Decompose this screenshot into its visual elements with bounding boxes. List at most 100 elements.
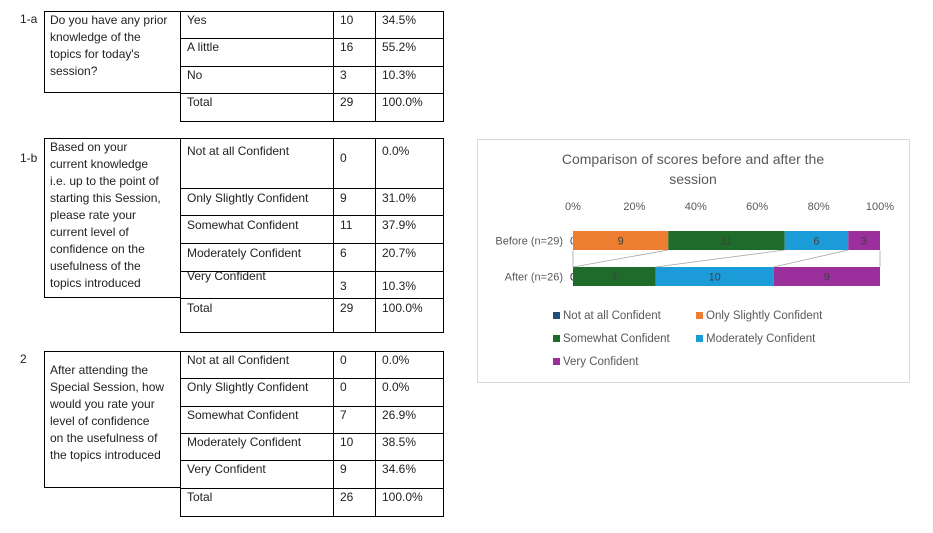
percent-cell: 37.9% [375,215,444,244]
data-label: 7 [611,272,617,284]
answer-cell-text: Only Slightly Confident [187,191,309,205]
count-cell-text: 16 [340,40,354,54]
comparison-chart: Comparison of scores before and after th… [477,139,910,383]
answer-cell: Not at all Confident [180,138,334,189]
count-cell-text: 0 [340,353,347,367]
answer-cell: Only Slightly Confident [180,188,334,216]
count-cell: 11 [333,215,376,244]
percent-cell: 34.5% [375,11,444,39]
percent-cell: 31.0% [375,188,444,216]
bar-segment [573,267,656,286]
legend-label: Somewhat Confident [563,333,671,345]
legend-swatch [553,312,560,319]
answer-cell-text: Moderately Confident [187,435,302,449]
data-label: 3 [861,236,867,248]
answer-cell-text: Somewhat Confident [187,408,299,422]
answer-cell-text: Somewhat Confident [187,218,299,232]
count-cell-text: 11 [340,218,353,232]
percent-cell-text: 55.2% [382,40,417,54]
answer-cell: Very Confident [180,460,334,489]
answer-cell: Not at all Confident [180,351,334,379]
count-cell-text: 29 [340,95,354,109]
percent-cell-text: 10.3% [382,68,417,82]
answer-cell: Only Slightly Confident [180,378,334,407]
percent-cell: 100.0% [375,298,444,333]
data-label: 10 [709,272,721,284]
x-tick-label: 60% [746,201,768,213]
answer-cell-text: Only Slightly Confident [187,380,309,394]
count-cell: 29 [333,93,376,122]
count-cell-text: 26 [340,490,354,504]
answer-cell: Moderately Confident [180,243,334,272]
percent-cell: 10.3% [375,271,444,299]
x-tick-label: 0% [565,201,581,213]
answer-cell: Somewhat Confident [180,406,334,434]
legend-label: Only Slightly Confident [706,310,823,322]
answer-cell-text: Very Confident [187,269,266,283]
question-text: Based on your current knowledge i.e. up … [50,140,161,290]
series-line [773,249,849,268]
count-cell: 29 [333,298,376,333]
percent-cell: 0.0% [375,378,444,407]
percent-cell-text: 0.0% [382,353,410,367]
chart-svg: Comparison of scores before and after th… [495,151,894,368]
legend-label: Moderately Confident [706,333,816,345]
count-cell: 9 [333,188,376,216]
count-cell: 0 [333,351,376,379]
bar-segment [848,231,880,250]
percent-cell-text: 37.9% [382,218,417,232]
percent-cell: 55.2% [375,38,444,67]
answer-cell: Moderately Confident [180,433,334,461]
count-cell-text: 0 [340,380,347,394]
answer-cell-text: Very Confident [187,462,266,476]
answer-cell-text: Not at all Confident [187,144,290,158]
legend-swatch [696,312,703,319]
answer-cell: Total [180,93,334,122]
answer-cell-text: Total [187,490,213,504]
count-cell: 6 [333,243,376,272]
x-tick-label: 20% [623,201,645,213]
count-cell-text: 10 [340,435,354,449]
question-number: 2 [20,352,27,366]
percent-cell: 0.0% [375,351,444,379]
percent-cell-text: 10.3% [382,279,417,293]
legend-swatch [553,358,560,365]
answer-cell-text: Total [187,95,213,109]
data-label: 9 [618,236,624,248]
series-line [572,249,669,268]
legend-label: Very Confident [563,356,639,368]
category-label: After (n=26) [505,272,563,284]
count-cell-text: 3 [340,279,347,293]
x-tick-label: 40% [685,201,707,213]
percent-cell-text: 31.0% [382,191,417,205]
legend-swatch [553,335,560,342]
count-cell-text: 0 [340,151,347,165]
x-tick-label: 80% [808,201,830,213]
percent-cell: 34.6% [375,460,444,489]
count-cell: 0 [333,378,376,407]
count-cell-text: 7 [340,408,347,422]
question-text: After attending the Special Session, how… [50,363,165,462]
count-cell-text: 9 [340,462,347,476]
chart-title: Comparison of scores before and after th… [562,151,824,167]
data-label: 11 [721,236,732,248]
answer-cell-text: Not at all Confident [187,353,290,367]
category-label: Before (n=29) [495,236,563,248]
bar-segment [784,231,849,250]
percent-cell-text: 0.0% [382,144,410,158]
question-number: 1-a [20,12,38,26]
chart-title-line-2: session [669,171,716,187]
percent-cell-text: 20.7% [382,246,417,260]
answer-cell-text: Total [187,301,213,315]
percent-cell-text: 26.9% [382,408,417,422]
count-cell: 10 [333,433,376,461]
percent-cell-text: 100.0% [382,490,423,504]
percent-cell: 100.0% [375,488,444,517]
answer-cell: Total [180,488,334,517]
count-cell-text: 3 [340,68,347,82]
count-cell-text: 6 [340,246,347,260]
count-cell-text: 29 [340,301,354,315]
percent-cell: 100.0% [375,93,444,122]
answer-cell-text: A little [187,40,220,54]
answer-cell: Somewhat Confident [180,215,334,244]
